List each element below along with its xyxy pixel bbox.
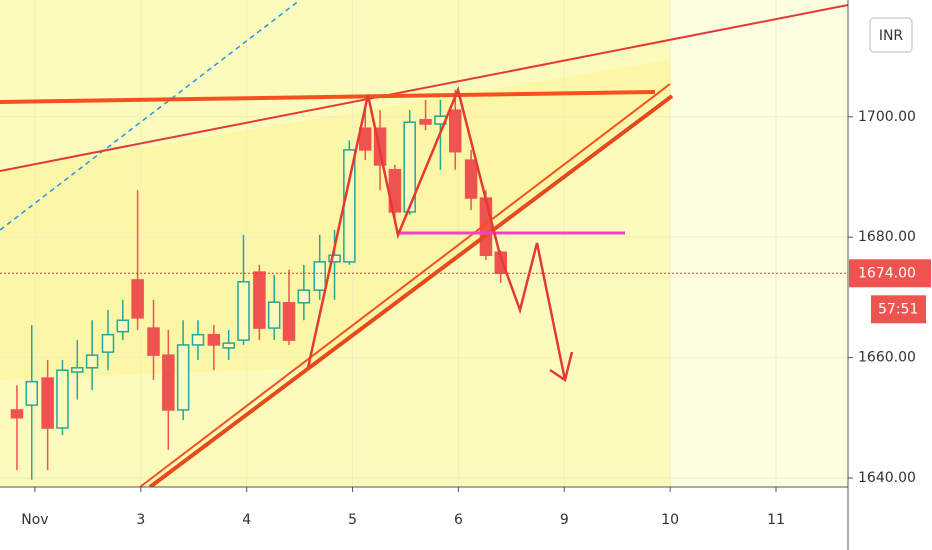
candle-body bbox=[464, 159, 478, 199]
dashed-trendline bbox=[0, 0, 301, 231]
candle-body bbox=[116, 319, 130, 333]
candle-body bbox=[448, 109, 462, 153]
candle-body bbox=[253, 271, 266, 329]
countdown: 57:51 bbox=[878, 301, 918, 317]
last-price-label: 1674.00 bbox=[858, 265, 916, 281]
candle-body bbox=[358, 127, 372, 151]
candle-body bbox=[162, 354, 175, 411]
candle-body bbox=[25, 380, 39, 406]
x-tick-label: 11 bbox=[767, 512, 785, 528]
arrow-head bbox=[549, 351, 574, 383]
time-axis bbox=[0, 487, 848, 550]
candle-body bbox=[419, 119, 432, 125]
x-tick-label: 9 bbox=[560, 512, 569, 528]
x-tick-label: 6 bbox=[454, 512, 463, 528]
support-line bbox=[139, 83, 671, 488]
pattern-zigzag bbox=[306, 86, 567, 381]
candle-body bbox=[297, 289, 311, 304]
y-tick-label: 1640.00 bbox=[858, 470, 916, 486]
candle-body bbox=[101, 333, 115, 353]
support-line bbox=[148, 94, 674, 489]
candle-body bbox=[71, 367, 84, 373]
candle-body bbox=[147, 327, 160, 356]
x-tick-label: 10 bbox=[661, 512, 679, 528]
x-tick-label: 3 bbox=[136, 512, 145, 528]
x-tick-label: 4 bbox=[242, 512, 251, 528]
candle-body bbox=[176, 344, 190, 411]
currency-badge[interactable] bbox=[869, 17, 913, 53]
candle-body bbox=[282, 302, 296, 341]
y-tick-label: 1680.00 bbox=[858, 229, 916, 245]
y-tick-label: 1700.00 bbox=[858, 109, 916, 125]
candle-body bbox=[41, 377, 54, 429]
resistance-line bbox=[0, 90, 656, 104]
currency: INR bbox=[879, 28, 904, 44]
candle-body bbox=[313, 261, 326, 291]
candle-body bbox=[267, 301, 281, 329]
candle-body bbox=[10, 409, 24, 419]
candle-body bbox=[207, 333, 221, 346]
candle-body bbox=[403, 121, 416, 213]
candle-body bbox=[56, 369, 69, 429]
candle-body bbox=[85, 354, 99, 369]
wedge-fill bbox=[0, 60, 670, 380]
upper-trendline bbox=[0, 4, 849, 172]
x-tick-label: Nov bbox=[21, 512, 48, 528]
candle-body bbox=[191, 333, 205, 346]
y-tick-label: 1660.00 bbox=[858, 350, 916, 366]
candle-body bbox=[328, 254, 341, 263]
candle-body bbox=[222, 342, 235, 349]
last-price-badge bbox=[849, 259, 931, 288]
x-tick-label: 5 bbox=[348, 512, 357, 528]
candle-body bbox=[237, 280, 250, 341]
countdown-badge bbox=[871, 295, 926, 324]
candle-body bbox=[131, 279, 144, 319]
